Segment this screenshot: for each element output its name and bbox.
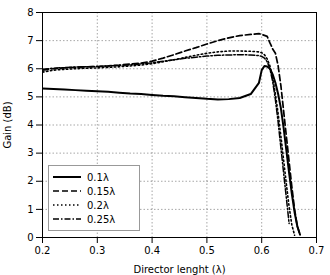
svg-text:0.1λ: 0.1λ: [87, 172, 109, 183]
svg-text:7: 7: [27, 35, 33, 46]
svg-text:0.4: 0.4: [144, 245, 160, 256]
svg-text:6: 6: [27, 63, 33, 74]
svg-text:0: 0: [27, 232, 33, 243]
svg-text:Director lenght (λ): Director lenght (λ): [133, 264, 225, 275]
svg-text:2: 2: [27, 175, 33, 186]
svg-text:1: 1: [27, 204, 33, 215]
svg-text:8: 8: [27, 7, 33, 18]
svg-text:0.5: 0.5: [199, 245, 215, 256]
svg-text:0.6: 0.6: [254, 245, 270, 256]
svg-text:0.2: 0.2: [35, 245, 51, 256]
svg-text:0.2λ: 0.2λ: [87, 200, 109, 211]
svg-text:3: 3: [27, 147, 33, 158]
svg-text:0.7: 0.7: [309, 245, 325, 256]
svg-text:5: 5: [27, 91, 33, 102]
svg-text:0.15λ: 0.15λ: [87, 186, 115, 197]
svg-text:0.25λ: 0.25λ: [87, 214, 115, 225]
svg-text:Gain (dB): Gain (dB): [2, 101, 13, 148]
svg-text:0.3: 0.3: [89, 245, 105, 256]
svg-text:4: 4: [27, 119, 33, 130]
